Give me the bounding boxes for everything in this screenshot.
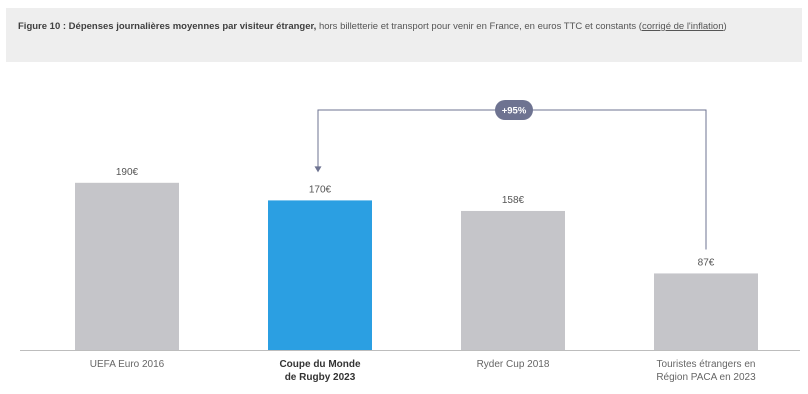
bar-4 — [654, 273, 758, 350]
figure-caption: Figure 10 : Dépenses journalières moyenn… — [6, 8, 802, 62]
category-label: Ryder Cup 2018 — [477, 359, 550, 370]
category-label: UEFA Euro 2016 — [90, 359, 165, 370]
bar-value-label: 190€ — [116, 167, 139, 178]
bar-chart: 190€ UEFA Euro 2016 170€ Coupe du Monde de R… — [20, 100, 800, 383]
category-label: de Rugby 2023 — [285, 372, 356, 383]
inflation-link[interactable]: corrigé de l'inflation — [641, 21, 724, 32]
bar-1 — [75, 182, 179, 350]
growth-badge — [495, 100, 533, 120]
bar-value-label: 170€ — [309, 184, 332, 195]
category-label: Région PACA en 2023 — [656, 372, 756, 383]
figure-title: Figure 10 : Dépenses journalières moyenn… — [18, 21, 317, 32]
category-label: Coupe du Monde — [279, 359, 361, 370]
figure-subtitle: hors billetterie et transport pour venir… — [316, 21, 642, 32]
bar-value-label: 158€ — [502, 195, 525, 206]
category-label: Touristes étrangers en — [657, 359, 756, 370]
connector-arrowhead — [314, 166, 322, 173]
bar-2 — [268, 200, 372, 350]
bar-3 — [461, 210, 565, 350]
figure-subtitle-end: ) — [723, 21, 727, 32]
growth-badge-label: +95% — [502, 106, 527, 117]
bar-value-label: 87€ — [698, 257, 715, 268]
